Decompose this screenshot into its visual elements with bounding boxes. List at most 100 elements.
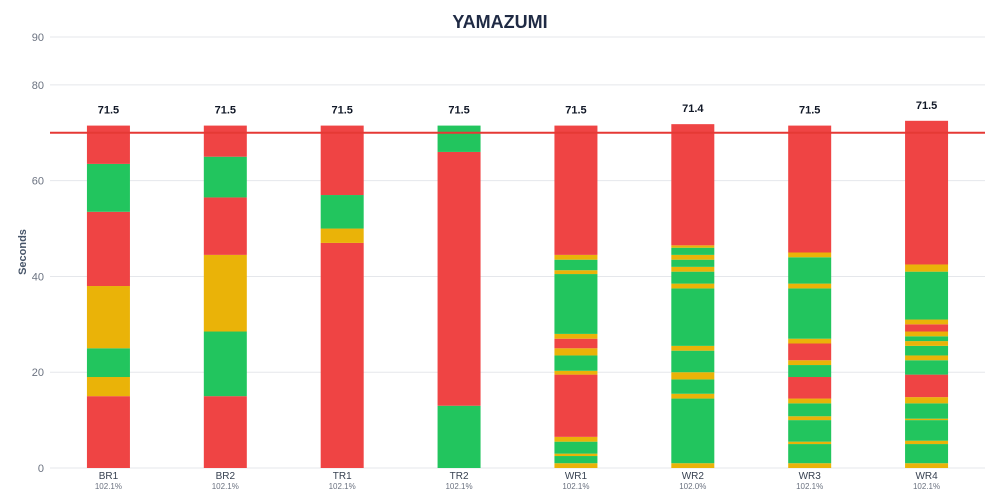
bar-segment [320, 125, 364, 196]
x-tick-sublabel: 102.1% [913, 482, 940, 491]
x-tick-label: WR4 [915, 471, 938, 482]
x-axis: BR1102.1%BR2102.1%TR1102.1%TR2102.1%WR11… [95, 471, 940, 491]
bar-stack-wr2: 71.4 [671, 103, 715, 468]
bar-segment [671, 372, 715, 380]
x-tick-label: TR1 [333, 471, 352, 482]
bar-segment [905, 345, 949, 356]
x-tick-sublabel: 102.1% [329, 482, 356, 491]
bars: 71.5 71.5 71.5 71.5 71.5 71.4 71.5 71.5 [86, 100, 949, 468]
bar-segment [788, 441, 832, 445]
bar-segment [905, 264, 949, 272]
bar-segment [788, 416, 832, 421]
bar-segment [671, 254, 715, 260]
bar-segment [86, 377, 130, 397]
bar-segment [671, 245, 715, 248]
bar-segment [905, 271, 949, 320]
bar-segment [671, 350, 715, 373]
bar-segment [203, 156, 247, 198]
bar-segment [788, 125, 832, 253]
bar-segment [554, 456, 598, 464]
y-axis-label: Seconds [17, 229, 29, 275]
bar-stack-tr1: 71.5 [320, 105, 364, 468]
x-tick-label: BR2 [216, 471, 236, 482]
bar-segment [86, 163, 130, 212]
bar-total-label: 71.5 [215, 105, 236, 117]
bar-segment [554, 453, 598, 457]
bar-segment [905, 403, 949, 419]
bar-segment [905, 360, 949, 375]
x-tick-sublabel: 102.1% [796, 482, 823, 491]
bar-segment [905, 440, 949, 445]
x-tick-label: WR1 [565, 471, 588, 482]
x-tick-sublabel: 102.1% [445, 482, 472, 491]
y-tick-label: 0 [38, 463, 44, 475]
bar-segment [203, 254, 247, 332]
x-tick-sublabel: 102.1% [95, 482, 122, 491]
x-tick-label: BR1 [99, 471, 119, 482]
bar-segment [203, 331, 247, 397]
y-tick-label: 60 [32, 176, 44, 188]
bar-segment [788, 283, 832, 289]
bar-segment [671, 259, 715, 267]
bar-segment [86, 125, 130, 164]
bar-segment [788, 403, 832, 417]
bar-segment [203, 125, 247, 157]
bar-segment [671, 288, 715, 346]
bar-segment [788, 420, 832, 442]
bar-segment [905, 336, 949, 342]
bar-segment [905, 319, 949, 325]
bar-segment [86, 396, 130, 468]
bar-segment [788, 343, 832, 361]
x-tick-sublabel: 102.1% [562, 482, 589, 491]
y-tick-label: 40 [32, 271, 44, 283]
bar-segment [788, 360, 832, 366]
bar-segment [788, 444, 832, 464]
bar-segment [788, 463, 832, 468]
bar-segment [671, 463, 715, 468]
bar-total-label: 71.5 [448, 105, 469, 117]
x-tick-label: WR2 [682, 471, 705, 482]
bar-segment [86, 286, 130, 349]
bar-segment [671, 379, 715, 394]
bar-segment [554, 333, 598, 339]
x-tick-sublabel: 102.0% [679, 482, 706, 491]
bar-segment [320, 228, 364, 243]
bar-total-label: 71.5 [799, 105, 820, 117]
bar-segment [905, 418, 949, 421]
bar-segment [788, 288, 832, 339]
bar-stack-wr4: 71.5 [905, 100, 949, 468]
bar-segment [905, 374, 949, 398]
bar-segment [788, 365, 832, 378]
bar-segment [671, 124, 715, 246]
bar-segment [671, 283, 715, 289]
bar-segment [554, 348, 598, 356]
y-tick-label: 90 [32, 32, 44, 44]
grid-lines [50, 36, 985, 469]
chart-title: YAMAZUMI [452, 12, 547, 32]
bar-segment [86, 211, 130, 287]
bar-segment [554, 463, 598, 468]
bar-segment [554, 125, 598, 255]
x-tick-sublabel: 102.1% [212, 482, 239, 491]
bar-segment [554, 338, 598, 349]
bar-stack-wr3: 71.5 [788, 105, 832, 468]
bar-segment [671, 266, 715, 272]
bar-segment [788, 338, 832, 344]
bar-segment [554, 270, 598, 275]
bar-stack-br1: 71.5 [86, 105, 130, 468]
bar-total-label: 71.5 [98, 105, 119, 117]
bar-total-label: 71.5 [565, 105, 586, 117]
bar-segment [671, 345, 715, 351]
bar-segment [671, 398, 715, 464]
bar-segment [905, 355, 949, 361]
bar-segment [86, 348, 130, 378]
bar-segment [437, 151, 481, 406]
bar-segment [671, 247, 715, 255]
bar-segment [437, 125, 481, 152]
bar-segment [905, 420, 949, 441]
bar-total-label: 71.4 [682, 103, 704, 115]
bar-segment [905, 324, 949, 332]
bar-segment [788, 377, 832, 399]
bar-segment [788, 257, 832, 284]
